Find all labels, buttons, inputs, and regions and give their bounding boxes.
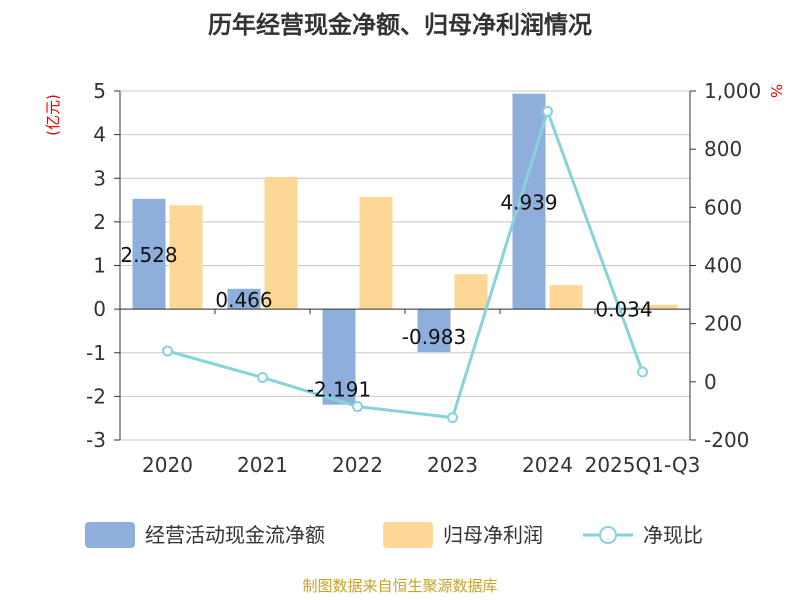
ratio-point [637,366,648,378]
legend: 经营活动现金流净额 归母净利润 净现比 [85,522,703,548]
data-label-group: 2.528 0.466 -2.191 -0.983 4.939 0.034 [120,190,652,401]
cash-flow-bar [322,309,356,405]
right-axis-tick-label: 400 [704,254,742,278]
legend-swatch-ratio-marker [599,526,617,544]
right-axis-unit: % [767,84,785,98]
right-axis-tick-label: 1,000 [704,79,761,103]
left-axis-tick-label: -2 [86,384,106,408]
left-axis-tick-label: 3 [93,166,106,190]
ratio-point [447,412,458,424]
legend-swatch-cash-flow [85,522,135,548]
cash-flow-data-label: 2.528 [120,243,177,267]
right-axis-tick-label: 800 [704,137,742,161]
right-axis-tick-label: 600 [704,195,742,219]
x-axis-tick-label: 2025Q1-Q3 [585,453,701,477]
ratio-line-group [162,105,648,424]
net-profit-bar [264,176,298,310]
left-axis-tick-label: 5 [93,79,106,103]
right-axis-tick-label: 0 [704,370,717,394]
legend-label-cash-flow: 经营活动现金流净额 [145,523,325,547]
net-profit-bar [359,197,393,310]
cash-flow-data-label: -2.191 [307,378,371,402]
left-axis-tick-label: 2 [93,210,106,234]
x-axis-tick-label: 2024 [522,453,573,477]
left-axis-tick-label: -3 [86,428,106,452]
cash-flow-bar [607,307,641,310]
cash-flow-bar [227,288,261,310]
left-axis-tick-label: 4 [93,123,106,147]
net-profit-bar [169,205,203,310]
cash-flow-bar [132,198,166,310]
x-axis-tick-label: 2023 [427,453,478,477]
right-axis-tick-label: -200 [704,428,749,452]
left-axis-tick-label: 0 [93,297,106,321]
net-profit-bar [454,274,488,310]
legend-label-net-profit: 归母净利润 [443,523,543,547]
bar-group [132,93,678,405]
legend-label-ratio: 净现比 [643,523,703,547]
cash-flow-data-label: 0.466 [215,288,272,312]
ratio-point [352,401,363,413]
axes: 5 4 3 2 1 0 -1 -2 -3 1,000 800 600 400 200 0 -200 2020 20… [86,79,761,477]
x-axis-tick-label: 2021 [237,453,288,477]
ratio-point [162,345,173,357]
chart-title: 历年经营现金净额、归母净利润情况 [208,11,592,39]
cash-flow-data-label: -0.983 [402,325,466,349]
net-profit-bar [644,304,678,310]
x-axis-tick-label: 2022 [332,453,383,477]
net-profit-bar [549,285,583,310]
right-axis-tick-label: 200 [704,312,742,336]
ratio-line [167,106,644,420]
ratio-point [257,371,268,383]
cash-flow-bar [417,309,451,353]
left-axis-unit: (亿元) [44,94,62,136]
left-axis-tick-label: 1 [93,254,106,278]
left-axis-tick-label: -1 [86,341,106,365]
cash-flow-data-label: 0.034 [595,297,652,321]
cash-flow-bar [512,93,546,310]
source-note: 制图数据来自恒生聚源数据库 [302,577,497,595]
x-axis-tick-label: 2020 [142,453,193,477]
ratio-point [542,105,553,117]
legend-swatch-net-profit [383,522,433,548]
cash-flow-data-label: 4.939 [500,190,557,214]
